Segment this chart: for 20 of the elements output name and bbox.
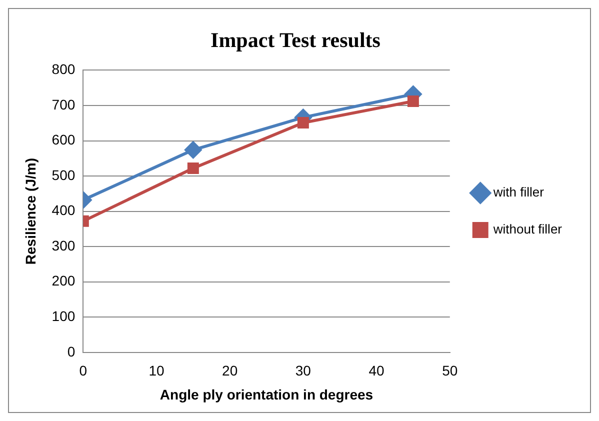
x-axis-title: Angle ply orientation in degrees bbox=[160, 386, 374, 402]
y-tick-label: 600 bbox=[52, 132, 76, 148]
y-tick-label: 400 bbox=[52, 202, 76, 218]
y-tick-label: 100 bbox=[52, 308, 76, 324]
y-tick-label: 0 bbox=[67, 343, 76, 360]
x-tick-label: 20 bbox=[222, 362, 238, 379]
legend-label: with filler bbox=[492, 184, 545, 200]
y-tick-label: 500 bbox=[52, 166, 76, 183]
y-tick-label: 800 bbox=[52, 61, 76, 78]
x-tick-label: 0 bbox=[79, 362, 88, 379]
y-tick-label: 300 bbox=[52, 237, 76, 254]
y-tick-label: 700 bbox=[52, 96, 76, 112]
x-tick-label: 40 bbox=[368, 362, 385, 379]
x-tick-label: 10 bbox=[148, 362, 164, 379]
y-tick-label: 200 bbox=[52, 272, 76, 289]
x-tick-label: 30 bbox=[295, 362, 312, 379]
x-tick-label: 50 bbox=[442, 362, 458, 379]
y-axis-title: Resilience (J/m) bbox=[22, 158, 38, 265]
legend-label: without filler bbox=[492, 222, 563, 237]
chart-title: Impact Test results bbox=[210, 28, 380, 52]
